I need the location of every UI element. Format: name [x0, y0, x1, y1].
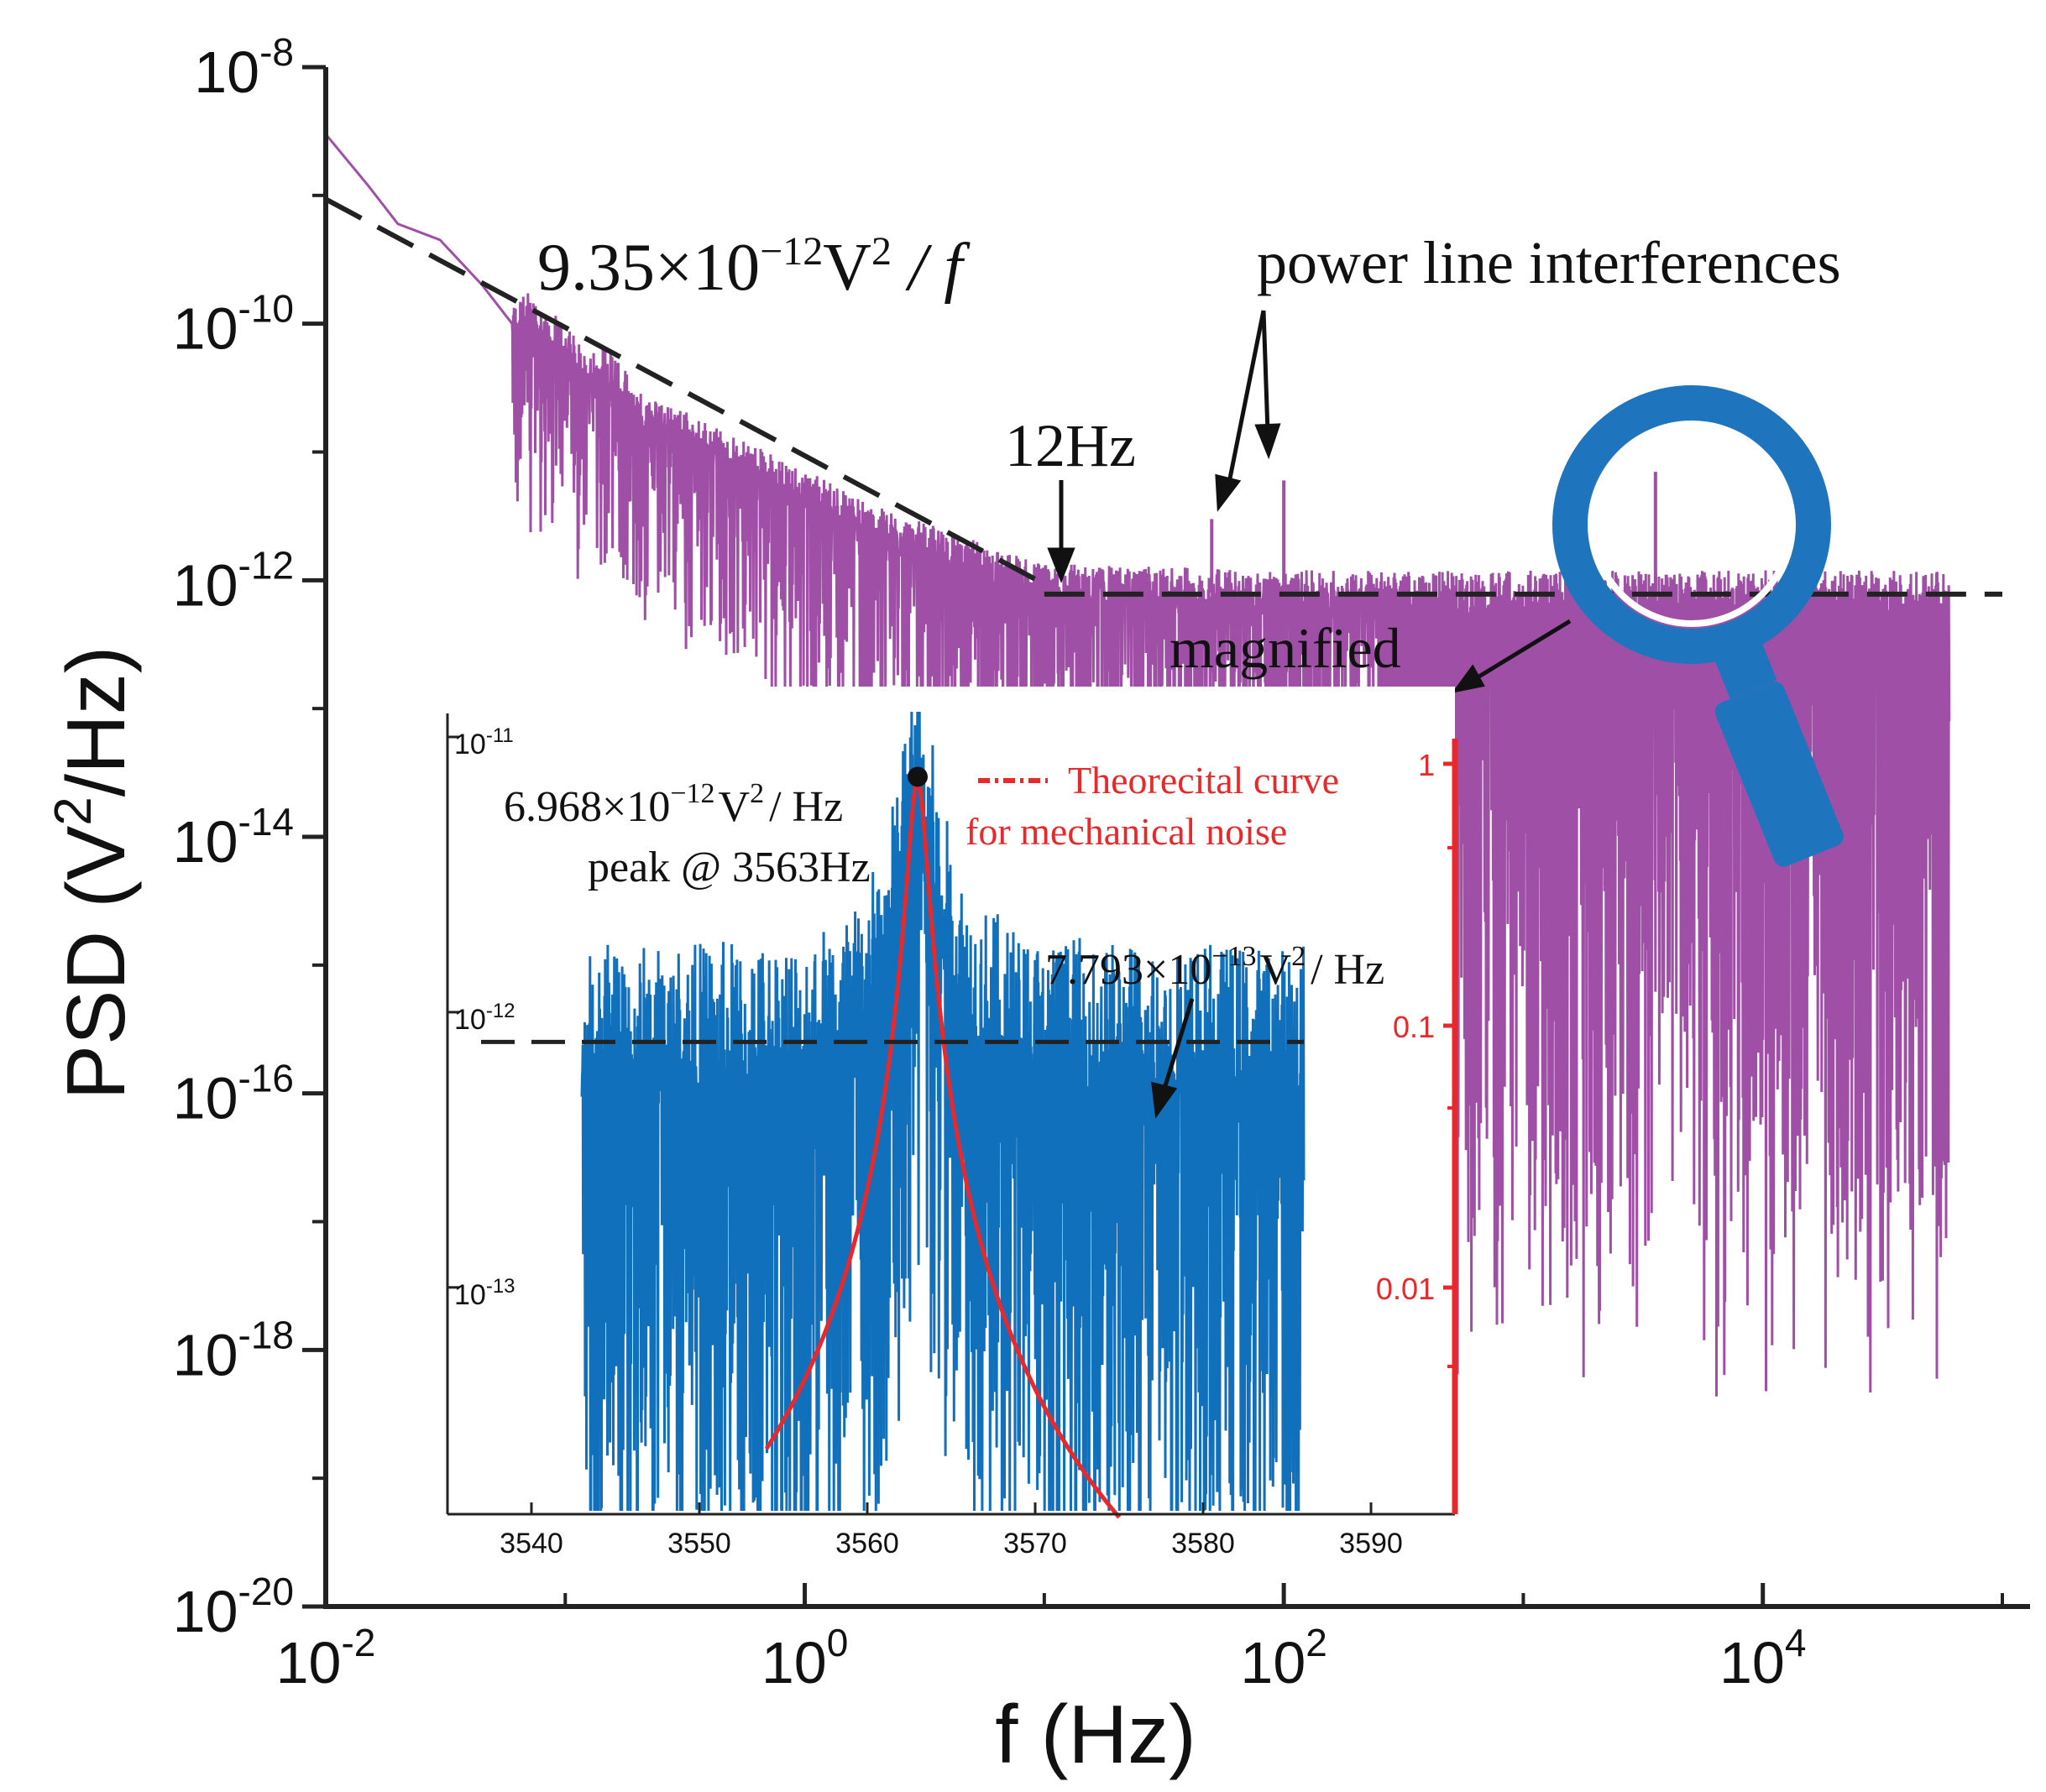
arrowhead-magnified [1452, 664, 1485, 693]
power-line-annotation: power line interferences [1257, 229, 1841, 296]
inset-psd-series [580, 712, 1306, 1511]
x-axis-label: f (Hz) [995, 1688, 1196, 1780]
magnifier-icon [1552, 385, 1844, 867]
legend-line2: for mechanical noise [965, 810, 1287, 853]
magnified-annotation: magnified [1170, 616, 1401, 680]
inset-y-tick-label: 10-12 [454, 1000, 515, 1036]
mean-arrow-head [1151, 1081, 1178, 1119]
y-tick-label: 10-20 [173, 1570, 294, 1644]
x-tick-label: 104 [1719, 1621, 1806, 1695]
inset-x-tick-label: 3540 [500, 1528, 563, 1560]
fit-annotation: 9.35×10−12V2 / f [537, 229, 971, 305]
inset-right-ticks: 1 0.1 0.01 [1376, 748, 1455, 1368]
inset-y-ticks: 10-11 10-12 10-13 [447, 724, 515, 1311]
inset-axes [446, 713, 1458, 1516]
magnifier-inner-ring [1589, 422, 1794, 627]
peak-marker [908, 766, 928, 787]
inset-x-tick-label: 3570 [1003, 1528, 1067, 1560]
peak-value-annotation: 6.968×10−12V2/ Hz [504, 778, 843, 831]
inset-x-tick-label: 3560 [835, 1528, 899, 1560]
mean-arrow [1151, 998, 1195, 1119]
inset-theory-curve [764, 777, 1121, 1519]
annotation-arrows [1047, 310, 1572, 693]
y-ticks: 10-8 10-10 10-12 10-14 10-16 10-18 10-20 [173, 30, 326, 1644]
magnifier-handle [1714, 682, 1844, 867]
inset-y-tick-label: 10-11 [454, 724, 514, 760]
x-tick-label: 10-2 [276, 1621, 376, 1695]
inset-right-tick-label: 1 [1418, 748, 1435, 782]
inset-right-tick-label: 0.1 [1393, 1010, 1435, 1044]
inset-legend: Theorecital curve for mechanical noise [965, 759, 1339, 853]
inset-psd-line [580, 712, 1306, 1511]
mean-value-annotation: 7.793×10−13V2/ Hz [1045, 941, 1384, 994]
inset-x-tick-label: 3550 [667, 1528, 731, 1560]
y-tick-label: 10-18 [173, 1313, 294, 1387]
mean-arrow-shaft [1161, 998, 1195, 1092]
arrowhead-knee [1047, 547, 1075, 583]
arrow-magnified [1472, 619, 1572, 682]
y-tick-label: 10-10 [173, 287, 294, 362]
theory-curve [764, 777, 1121, 1519]
inset-x-tick-label: 3580 [1171, 1528, 1235, 1560]
main-reference-lines [324, 196, 2002, 597]
arrowhead-power-line-100 [1254, 423, 1281, 460]
x-tick-label: 102 [1240, 1621, 1326, 1695]
reference-line [324, 196, 1046, 587]
y-tick-label: 10-16 [173, 1057, 294, 1131]
knee-annotation: 12Hz [1005, 412, 1136, 479]
peak-position-annotation: peak @ 3563Hz [588, 844, 871, 891]
y-tick-label: 10-12 [173, 543, 294, 618]
y-tick-label: 10-8 [194, 30, 294, 105]
x-tick-label: 100 [761, 1621, 848, 1695]
inset-x-tick-label: 3590 [1339, 1528, 1403, 1560]
x-ticks: 10-2 100 102 104 [276, 1583, 2004, 1695]
y-axis-label: PSD (V2/Hz) [44, 646, 142, 1100]
inset-right-tick-label: 0.01 [1376, 1272, 1435, 1306]
inset-y-tick-label: 10-13 [454, 1275, 515, 1311]
arrowhead-power-line-50 [1215, 473, 1242, 512]
arrow-power-line-100 [1261, 310, 1270, 433]
y-tick-label: 10-14 [173, 800, 294, 875]
magnifier-neck [1714, 640, 1777, 699]
inset-x-ticks: 3540 3550 3560 3570 3580 3590 [500, 1502, 1403, 1560]
legend-line1: Theorecital curve [1068, 759, 1339, 802]
magnifier-ring [1552, 385, 1831, 664]
arrow-power-line-50 [1226, 310, 1266, 488]
